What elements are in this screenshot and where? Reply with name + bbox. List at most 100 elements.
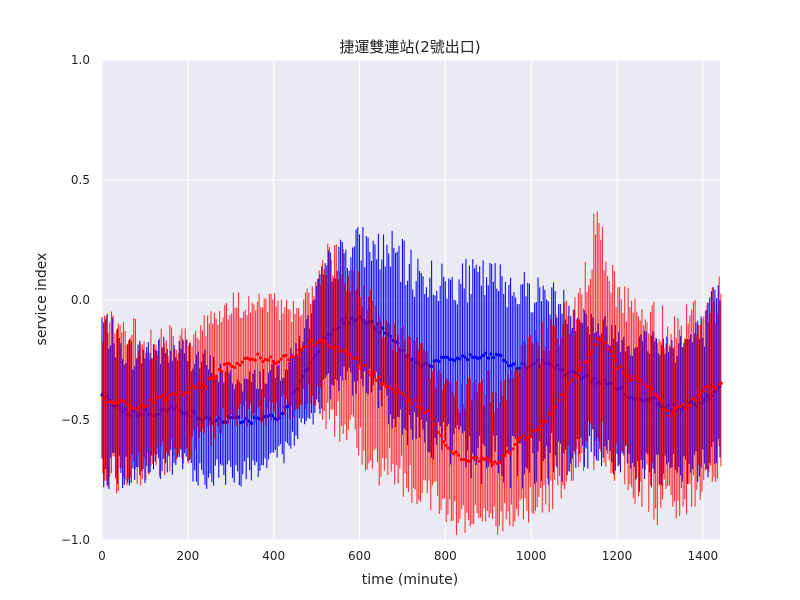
- mean-point: [230, 364, 234, 369]
- mean-point: [248, 357, 252, 362]
- mean-point: [714, 386, 718, 390]
- mean-point: [453, 359, 457, 363]
- mean-point: [441, 440, 445, 444]
- mean-point: [464, 458, 468, 462]
- mean-point: [657, 397, 662, 401]
- mean-point: [552, 405, 556, 409]
- mean-point: [312, 343, 317, 347]
- mean-point: [642, 382, 646, 386]
- mean-point: [489, 352, 493, 356]
- mean-point: [204, 385, 208, 390]
- mean-point: [142, 404, 147, 409]
- mean-point: [104, 400, 108, 405]
- mean-point: [451, 452, 456, 456]
- mean-point: [377, 375, 381, 380]
- mean-point: [448, 357, 452, 362]
- mean-point: [554, 405, 559, 409]
- mean-point: [294, 352, 299, 357]
- mean-point: [372, 371, 376, 375]
- mean-point: [374, 378, 378, 383]
- y-tick-label: 0.0: [71, 293, 90, 307]
- mean-point: [220, 370, 224, 374]
- mean-point: [472, 456, 476, 460]
- mean-point: [299, 347, 304, 351]
- x-tick-labels: 0 200 400 600 800 1000 1200 1400: [98, 549, 718, 563]
- mean-point: [348, 352, 353, 356]
- mean-point: [583, 360, 587, 365]
- mean-point: [168, 393, 172, 398]
- mean-point: [381, 326, 385, 330]
- mean-point: [384, 385, 389, 389]
- mean-point: [639, 379, 644, 383]
- mean-point: [509, 363, 514, 368]
- mean-point: [704, 385, 708, 389]
- mean-point: [436, 430, 440, 434]
- mean-point: [245, 356, 250, 360]
- mean-point: [458, 357, 462, 361]
- mean-point: [455, 356, 459, 360]
- mean-point: [570, 378, 574, 382]
- mean-point: [719, 381, 723, 385]
- mean-point: [478, 356, 483, 360]
- mean-point: [469, 456, 474, 460]
- mean-point: [463, 355, 467, 359]
- mean-point: [189, 386, 193, 390]
- mean-point: [709, 390, 713, 394]
- y-tick-label: 0.5: [71, 173, 90, 187]
- mean-point: [508, 451, 512, 455]
- mean-point: [668, 414, 672, 418]
- x-tick-label: 0: [98, 549, 106, 563]
- mean-point: [467, 459, 471, 463]
- mean-point: [476, 356, 480, 360]
- mean-point: [354, 357, 358, 361]
- mean-point: [274, 361, 278, 365]
- mean-point: [364, 364, 368, 368]
- mean-point: [645, 385, 649, 389]
- mean-point: [652, 392, 656, 396]
- mean-point: [413, 398, 417, 402]
- mean-point: [111, 401, 116, 405]
- mean-point: [460, 354, 465, 358]
- mean-point: [225, 362, 229, 366]
- mean-markers: [101, 335, 723, 467]
- mean-point: [498, 459, 502, 463]
- mean-point: [173, 392, 177, 396]
- mean-point: [196, 382, 201, 386]
- mean-point: [706, 385, 711, 389]
- mean-point: [366, 369, 371, 374]
- mean-point: [122, 399, 126, 403]
- mean-point: [496, 353, 501, 357]
- mean-point: [343, 349, 347, 353]
- mean-point: [549, 411, 553, 415]
- mean-point: [233, 365, 237, 370]
- mean-point: [253, 358, 257, 362]
- mean-point: [262, 415, 266, 419]
- x-tick-label: 600: [348, 549, 371, 563]
- mean-point: [503, 453, 507, 457]
- mean-point: [673, 407, 677, 411]
- mean-point: [217, 368, 221, 372]
- mean-point: [397, 390, 402, 394]
- mean-point: [449, 449, 453, 453]
- mean-point: [379, 382, 383, 386]
- mean-point: [650, 387, 654, 391]
- mean-point: [328, 345, 332, 349]
- mean-point: [647, 384, 651, 389]
- mean-point: [693, 398, 698, 403]
- mean-point: [415, 404, 420, 408]
- mean-point: [214, 374, 219, 378]
- mean-point: [101, 397, 105, 401]
- series-group: [102, 211, 722, 535]
- mean-point: [435, 359, 439, 363]
- mean-point: [557, 398, 561, 402]
- mean-point: [544, 419, 548, 424]
- mean-point: [486, 356, 490, 360]
- mean-point: [514, 367, 519, 371]
- mean-point: [629, 378, 633, 382]
- mean-point: [490, 462, 494, 467]
- mean-point: [494, 352, 498, 356]
- mean-point: [323, 339, 327, 343]
- mean-point: [588, 352, 592, 356]
- mean-point: [117, 400, 121, 405]
- mean-point: [504, 360, 508, 365]
